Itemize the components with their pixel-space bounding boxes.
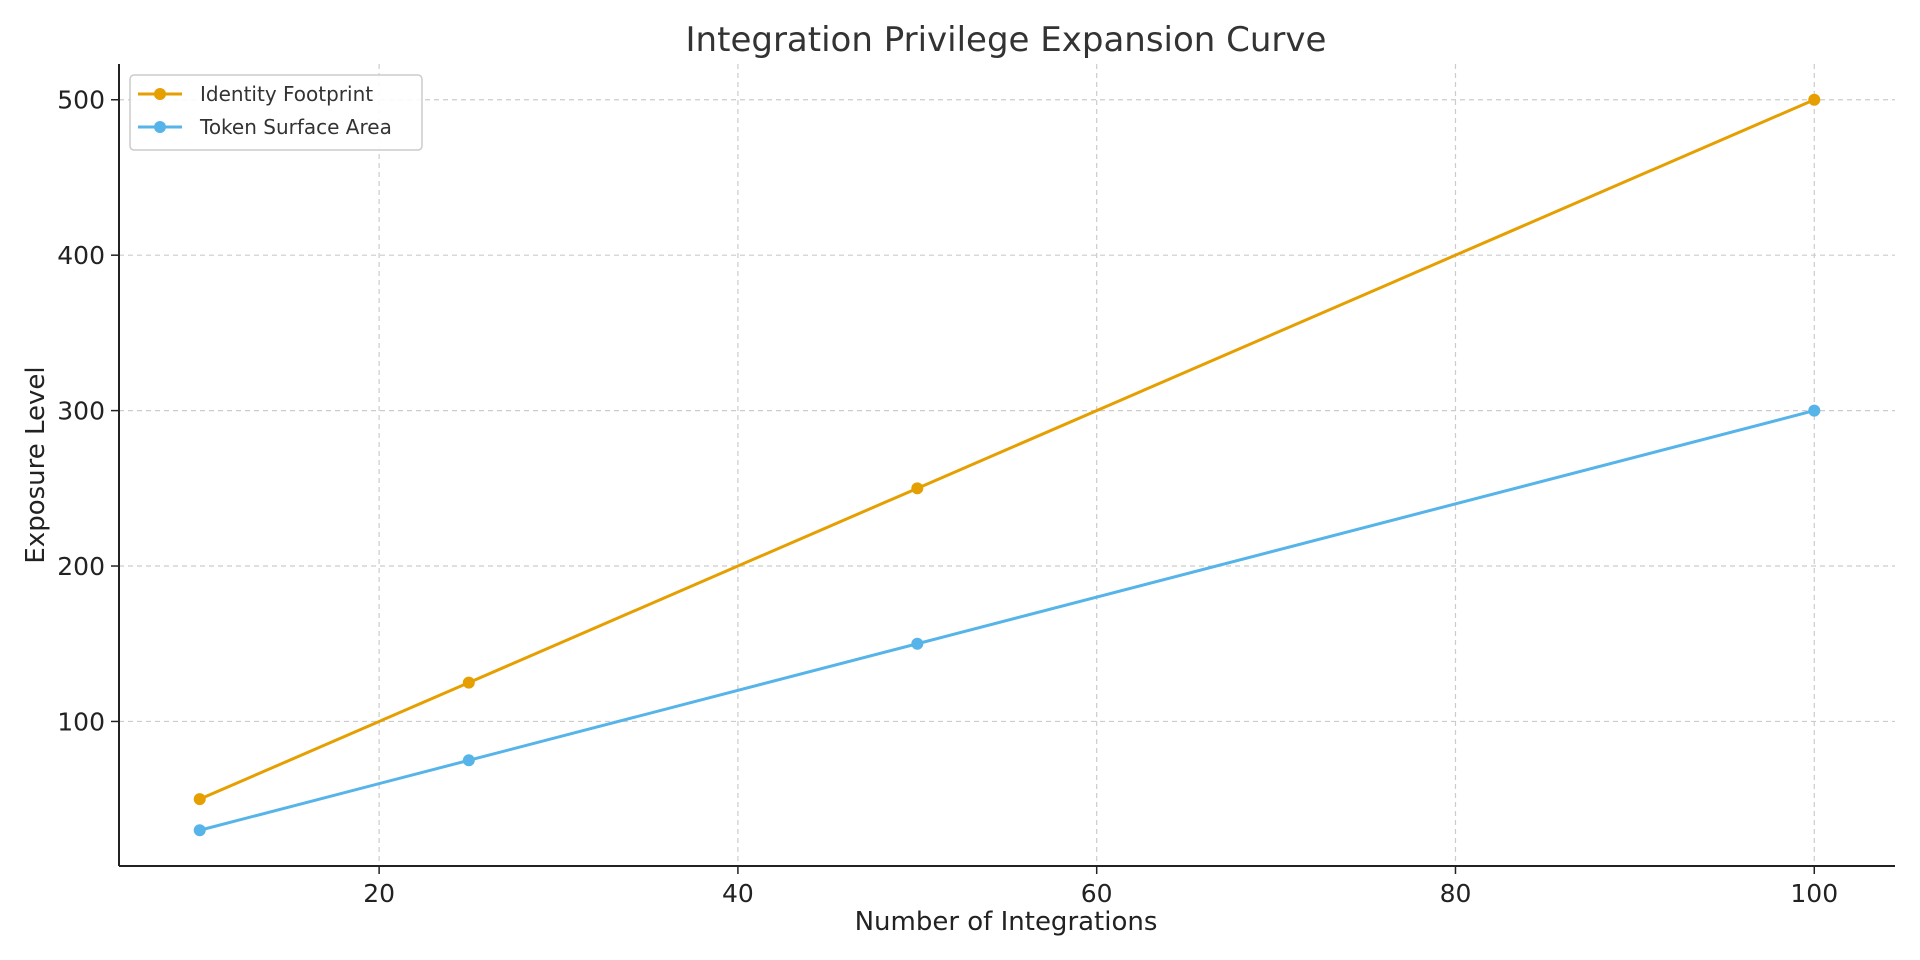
y-tick-label: 500: [57, 86, 105, 115]
series-identity-footprint: [193, 93, 1821, 806]
data-point-token-surface-area: [911, 637, 924, 650]
data-point-identity-footprint: [1808, 93, 1821, 106]
legend-marker-identity-footprint: [154, 88, 166, 100]
legend-marker-token-surface-area: [154, 121, 166, 133]
x-tick-label: 40: [722, 879, 754, 908]
x-tick-label: 20: [363, 879, 395, 908]
series-token-surface-area: [193, 404, 1821, 837]
y-tick-label: 400: [57, 241, 105, 270]
legend-box: [129, 74, 423, 151]
data-point-token-surface-area: [1808, 404, 1821, 417]
legend-label-token-surface-area: Token Surface Area: [199, 115, 392, 139]
legend: Identity Footprint Token Surface Area: [129, 74, 423, 151]
x-axis-label: Number of Integrations: [855, 907, 1158, 937]
legend-label-identity-footprint: Identity Footprint: [200, 82, 373, 106]
data-point-token-surface-area: [193, 824, 206, 837]
y-axis-label: Exposure Level: [21, 366, 51, 563]
y-tick-label: 300: [57, 397, 105, 426]
data-point-identity-footprint: [462, 676, 475, 689]
y-tick-label: 100: [57, 707, 105, 736]
axis-ticks: 20 40 60 80 100 100 200 300 400 500: [57, 86, 1838, 908]
x-tick-label: 100: [1790, 879, 1838, 908]
x-tick-label: 80: [1440, 879, 1472, 908]
x-tick-label: 60: [1081, 879, 1113, 908]
series-line-token-surface-area: [199, 409, 1815, 832]
series-lines: [193, 93, 1821, 837]
gridlines: [119, 64, 1895, 866]
chart-title: Integration Privilege Expansion Curve: [686, 20, 1327, 60]
y-tick-label: 200: [57, 552, 105, 581]
series-line-identity-footprint: [199, 98, 1815, 801]
data-point-identity-footprint: [911, 482, 924, 495]
data-point-token-surface-area: [462, 754, 475, 767]
data-point-identity-footprint: [193, 793, 206, 806]
